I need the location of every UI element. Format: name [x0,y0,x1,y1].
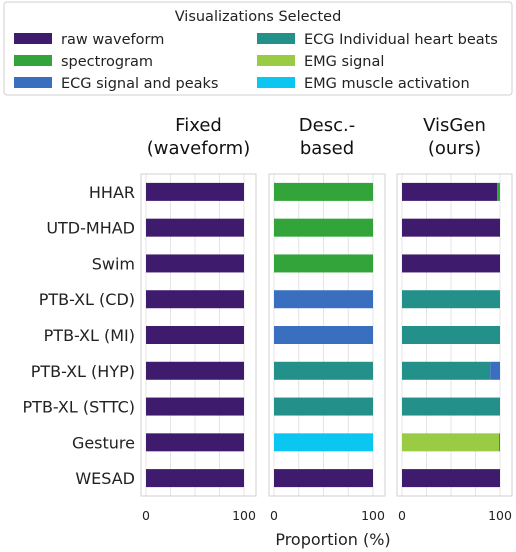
x-tick-label: 0 [398,508,406,523]
bar-ptb-xl-sttc-ecg-individual-heart-beats [274,397,373,416]
bar-ptb-xl-cd-raw-waveform [146,290,244,309]
bar-ptb-xl-cd-ecg-signal-and-peaks [274,290,373,309]
panel-frame [268,173,386,497]
bar-utd-mhad-spectrogram [274,218,373,237]
x-tick-label: 0 [270,508,278,523]
panel-title-line: (waveform) [147,138,251,159]
legend-swatch-ecg-signal-and-peaks [14,77,52,88]
bar-hhar-raw-waveform [402,182,498,201]
bar-wesad-raw-waveform [274,469,373,488]
x-tick-label: 100 [232,508,256,523]
bar-ptb-xl-hyp-ecg-signal-and-peaks [490,361,500,380]
bar-ptb-xl-hyp-ecg-individual-heart-beats [402,361,491,380]
x-tick-label: 0 [142,508,150,523]
bar-gesture-ecg-individual-heart-beats [499,433,500,452]
x-tick-label: 100 [361,508,385,523]
category-label-ptb-xl-cd: PTB-XL (CD) [39,290,135,309]
bar-ptb-xl-sttc-raw-waveform [146,397,244,416]
bar-hhar-spectrogram [497,182,500,201]
category-label-ptb-xl-hyp: PTB-XL (HYP) [31,362,135,381]
legend-swatch-raw-waveform [14,33,52,44]
bar-swim-raw-waveform [402,254,500,273]
legend: Visualizations Selected raw waveform ECG … [3,1,513,96]
legend-frame [3,1,513,96]
panel-title-line: Desc.- [299,115,355,136]
legend-label-ecg-individual-heart-beats: ECG Individual heart beats [304,32,498,48]
bar-utd-mhad-raw-waveform [402,218,500,237]
bar-ptb-xl-mi-raw-waveform [146,326,244,344]
category-label-wesad: WESAD [75,469,135,488]
bar-swim-spectrogram [274,254,373,273]
legend-label-emg-muscle-activation: EMG muscle activation [304,76,470,92]
category-label-utd-mhad: UTD-MHAD [46,219,135,238]
category-labels: HHAR UTD-MHAD Swim PTB-XL (CD) PTB-XL (MI) PT… [23,183,135,488]
panel-title-line: VisGen [423,115,486,136]
legend-swatch-ecg-individual-heart-beats [257,33,295,44]
bar-gesture-emg-muscle-activation [274,433,373,452]
panel-title-line: (ours) [428,138,481,159]
x-axis-label: Proportion (%) [275,530,390,549]
legend-label-raw-waveform: raw waveform [61,32,164,48]
x-tick-label: 100 [488,508,512,523]
category-label-gesture: Gesture [72,433,135,452]
category-label-swim: Swim [92,254,135,273]
category-label-hhar: HHAR [89,183,135,202]
bar-ptb-xl-sttc-ecg-individual-heart-beats [402,397,500,416]
bar-ptb-xl-mi-ecg-individual-heart-beats [402,326,500,344]
panel-title-line: Fixed [175,115,222,136]
legend-label-emg-signal: EMG signal [304,54,384,70]
bar-utd-mhad-raw-waveform [146,218,244,237]
legend-swatch-emg-muscle-activation [257,77,295,88]
panel-frame [140,173,257,497]
panel-frame [396,173,513,497]
bar-wesad-raw-waveform [146,469,244,488]
category-label-ptb-xl-sttc: PTB-XL (STTC) [23,398,135,417]
legend-swatch-spectrogram [14,55,52,66]
bar-hhar-spectrogram [274,182,373,201]
bar-wesad-raw-waveform [402,469,500,488]
legend-label-spectrogram: spectrogram [61,54,153,70]
bar-gesture-emg-signal [402,433,500,452]
bar-swim-raw-waveform [146,254,244,273]
bar-hhar-raw-waveform [146,182,244,201]
panel-title-line: based [300,138,354,159]
panel-1: Fixed(waveform) 0 100 [140,115,257,523]
legend-title: Visualizations Selected [175,9,342,25]
bar-ptb-xl-mi-ecg-signal-and-peaks [274,326,373,344]
bar-gesture-raw-waveform [146,433,244,452]
bar-ptb-xl-cd-ecg-individual-heart-beats [402,290,500,309]
legend-label-ecg-signal-and-peaks: ECG signal and peaks [61,76,218,92]
legend-swatch-emg-signal [257,55,295,66]
category-label-ptb-xl-mi: PTB-XL (MI) [44,326,135,345]
legend-items: raw waveform ECG Individual heart beats sp… [14,32,498,92]
panel-2: Desc.-based 0 100 [268,115,386,523]
bar-ptb-xl-hyp-raw-waveform [146,361,244,380]
panel-3: VisGen(ours) 0 100 [396,115,513,523]
bar-ptb-xl-hyp-ecg-individual-heart-beats [274,361,373,380]
